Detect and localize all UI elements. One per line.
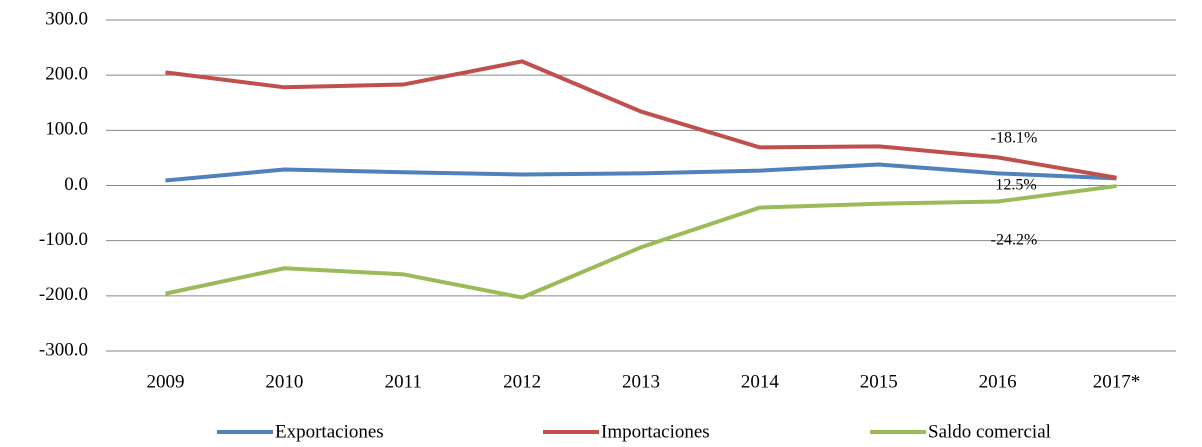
y-tick-label: -200.0 [39, 284, 88, 305]
y-tick-label: 300.0 [45, 8, 88, 29]
line-series [165, 162, 1117, 183]
line-series [165, 59, 1117, 180]
y-tick-label: -300.0 [39, 339, 88, 360]
annotation: 12.5% [995, 177, 1036, 194]
x-tick-label: 2009 [146, 371, 184, 392]
legend-label: Saldo comercial [928, 421, 1051, 442]
x-tick-label: 2010 [265, 371, 303, 392]
x-tick-label: 2015 [860, 371, 898, 392]
x-tick-label: 2011 [385, 371, 422, 392]
y-tick-label: 100.0 [45, 119, 88, 140]
y-tick-label: 0.0 [64, 174, 88, 195]
y-tick-label: 200.0 [45, 64, 88, 85]
x-tick-label: 2012 [503, 371, 541, 392]
line-series [165, 184, 1117, 300]
x-tick-label: 2017* [1093, 371, 1141, 392]
annotation: -18.1% [991, 130, 1038, 147]
legend-label: Importaciones [601, 421, 710, 442]
legend-label: Exportaciones [275, 421, 384, 442]
y-tick-label: -100.0 [39, 229, 88, 250]
x-tick-label: 2016 [979, 371, 1017, 392]
annotation: -24.2% [991, 232, 1038, 249]
x-tick-label: 2013 [622, 371, 660, 392]
x-tick-label: 2014 [741, 371, 780, 392]
